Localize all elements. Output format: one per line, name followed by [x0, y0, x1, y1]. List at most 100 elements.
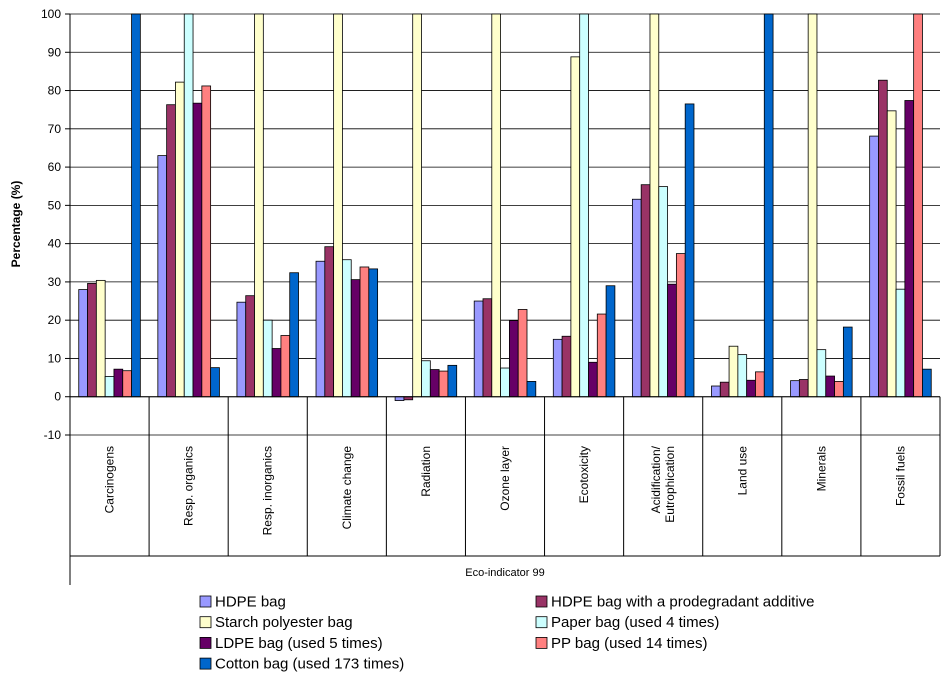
legend-swatch [199, 595, 212, 608]
bar-0-6 [552, 338, 563, 398]
bar-5-6 [596, 313, 607, 398]
legend-item: PP bag (used 14 times) [535, 635, 707, 652]
category-label: Carcinogens [103, 446, 117, 513]
y-tick-label: 10 [48, 351, 62, 365]
legend-item: Starch polyester bag [199, 614, 353, 631]
y-tick-label: 100 [41, 7, 61, 21]
legend-label: Paper bag (used 4 times) [551, 614, 719, 631]
bar-1-9 [798, 379, 809, 398]
bar-1-2 [245, 295, 255, 398]
bar-0-10 [869, 135, 879, 398]
bar-5-2 [280, 335, 291, 398]
bar-1-1 [166, 104, 176, 398]
bar-6-7 [684, 103, 695, 398]
bar-0-7 [631, 198, 642, 398]
category-label-line: Land use [735, 446, 749, 496]
bar-4-6 [588, 361, 598, 398]
bar-4-8 [746, 379, 756, 398]
bar-2-7 [649, 13, 660, 398]
bar-4-7 [667, 283, 677, 398]
y-tick-label: 30 [48, 275, 62, 289]
legend-swatch [199, 657, 212, 670]
legend-swatch [535, 637, 548, 649]
bar-2-4 [412, 13, 422, 398]
bar-5-8 [755, 371, 765, 398]
bar-4-0 [113, 368, 124, 398]
bar-2-3 [333, 13, 343, 398]
bar-6-3 [368, 268, 379, 398]
bar-2-0 [95, 279, 106, 398]
category-label: Land use [735, 446, 749, 496]
bar-6-4 [447, 364, 458, 398]
bar-5-5 [517, 309, 528, 398]
y-tick-label: 20 [48, 313, 62, 327]
bar-1-10 [878, 79, 888, 398]
bar-5-10 [913, 13, 923, 398]
bar-0-5 [473, 300, 484, 398]
bar-2-6 [570, 56, 581, 398]
bar-6-1 [210, 367, 220, 398]
category-label-line: Fossil fuels [893, 446, 907, 506]
bar-0-8 [711, 385, 721, 398]
legend-label: Cotton bag (used 173 times) [215, 656, 404, 673]
bar-6-10 [922, 368, 932, 398]
bar-0-1 [157, 155, 168, 398]
category-label-line: Radiation [419, 446, 433, 497]
bar-4-9 [825, 375, 835, 398]
y-tick-label: 60 [48, 160, 62, 174]
legend: HDPE bag HDPE bag with a prodegradant add… [199, 594, 815, 673]
y-tick-label: 80 [48, 84, 62, 98]
bar-5-0 [122, 370, 132, 398]
category-label-line: Resp. organics [182, 446, 196, 526]
legend-label: HDPE bag [215, 594, 286, 611]
legend-label: Starch polyester bag [215, 614, 353, 631]
bar-0-2 [236, 301, 247, 398]
bar-6-6 [605, 285, 616, 398]
legend-swatch [199, 637, 212, 649]
y-tick-label: 40 [48, 237, 62, 251]
bar-0-9 [790, 380, 800, 398]
legend-label: HDPE bag with a prodegradant additive [551, 594, 815, 611]
bar-4-2 [271, 348, 282, 398]
y-tick-label: 50 [48, 198, 62, 212]
category-label: Acidification/Eutrophication [649, 445, 677, 522]
category-label: Resp. inorganics [261, 446, 275, 535]
y-tick-label: 0 [54, 390, 61, 404]
y-tick-label: 70 [48, 122, 62, 136]
category-label: Fossil fuels [893, 446, 907, 506]
bar-6-0 [131, 13, 141, 398]
bar-2-8 [728, 345, 739, 398]
bars [78, 13, 932, 401]
legend-swatch [535, 616, 548, 629]
bar-3-6 [579, 13, 589, 398]
bar-1-8 [719, 381, 730, 398]
legend-swatch [199, 616, 212, 629]
bar-2-5 [491, 13, 501, 398]
bar-1-6 [561, 335, 572, 398]
legend-item: HDPE bag [199, 594, 286, 611]
y-tick-label: 90 [48, 45, 62, 59]
legend-item: Cotton bag (used 173 times) [199, 656, 404, 673]
bar-5-1 [201, 85, 212, 398]
bar-0-3 [315, 260, 326, 398]
legend-item: LDPE bag (used 5 times) [199, 635, 383, 652]
category-label: Ozone layer [498, 446, 512, 511]
category-label: Resp. organics [182, 446, 196, 526]
category-label: Radiation [419, 446, 433, 497]
bar-6-8 [763, 13, 774, 398]
legend-swatch [535, 595, 548, 608]
bar-1-5 [482, 298, 493, 398]
legend-label: LDPE bag (used 5 times) [215, 635, 383, 652]
bar-4-3 [350, 279, 361, 398]
legend-item: Paper bag (used 4 times) [535, 614, 719, 631]
bar-2-2 [254, 13, 264, 398]
bar-5-9 [834, 381, 844, 398]
bar-4-5 [508, 320, 519, 398]
legend-label: PP bag (used 14 times) [551, 635, 707, 652]
bar-3-5 [500, 367, 510, 398]
bar-3-10 [895, 288, 906, 398]
bar-3-1 [183, 13, 194, 398]
bar-6-2 [289, 272, 299, 398]
y-axis-title: Percentage (%) [9, 181, 23, 268]
bar-5-4 [438, 370, 449, 398]
